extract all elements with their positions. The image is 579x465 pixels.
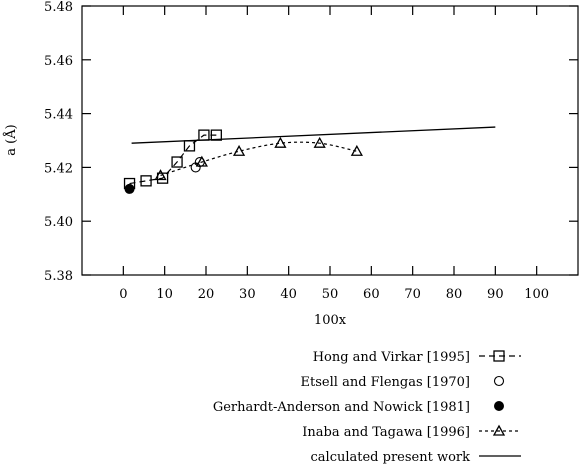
legend-label: Hong and Virkar [1995] (313, 350, 470, 365)
y-tick-label: 5.40 (44, 215, 73, 230)
legend-label: Etsell and Flengas [1970] (301, 375, 470, 390)
filled-circle-marker (124, 183, 135, 194)
series-line (160, 141, 357, 177)
y-tick-label: 5.38 (44, 269, 73, 284)
triangle-marker (350, 144, 363, 156)
y-tick-label: 5.46 (44, 54, 73, 69)
series-3 (154, 136, 363, 181)
x-tick-label: 40 (280, 287, 297, 302)
legend: Hong and Virkar [1995] Etsell and Flengas… (213, 350, 521, 465)
x-tick-label: 20 (198, 287, 215, 302)
triangle-marker (492, 424, 506, 436)
legend-label: Inaba and Tagawa [1996] (302, 425, 470, 440)
x-tick-label: 10 (156, 287, 173, 302)
legend-label: Gerhardt-Anderson and Nowick [1981] (213, 400, 470, 415)
x-tick-label: 50 (322, 287, 339, 302)
x-tick-label: 0 (119, 287, 127, 302)
open-circle-marker (493, 375, 505, 387)
triangle-marker (154, 169, 167, 181)
filled-circle-marker (494, 401, 504, 411)
series-line (131, 126, 496, 144)
square-marker (140, 175, 152, 187)
y-axis-title: a (Å) (3, 124, 19, 155)
x-tick-label: 80 (446, 287, 463, 302)
square-marker (493, 350, 505, 362)
x-tick-label: 100 (524, 287, 549, 302)
series-4 (131, 126, 496, 144)
triangle-marker (313, 136, 326, 148)
data-series (123, 126, 496, 194)
y-tick-label: 5.44 (44, 108, 73, 123)
x-tick-label: 60 (363, 287, 380, 302)
axis-tick-labels: 0 10 20 30 40 50 60 70 80 90 100 5.38 5.40 5.42 5.44 5.… (44, 0, 549, 302)
triangle-marker (274, 136, 287, 148)
series-2 (124, 183, 135, 194)
x-tick-label: 70 (404, 287, 421, 302)
x-tick-label: 90 (487, 287, 504, 302)
square-marker (210, 129, 222, 141)
x-axis-title: 100x (314, 313, 347, 328)
axis-ticks (82, 5, 578, 276)
triangle-marker (195, 155, 208, 167)
y-tick-label: 5.48 (44, 0, 73, 15)
series-line (129, 134, 217, 185)
x-tick-label: 30 (239, 287, 256, 302)
plot-frame (81, 5, 579, 276)
legend-label: calculated present work (311, 450, 471, 465)
triangle-marker (232, 144, 246, 156)
y-tick-label: 5.42 (44, 161, 73, 176)
series-0 (123, 129, 222, 190)
square-marker (171, 156, 183, 168)
